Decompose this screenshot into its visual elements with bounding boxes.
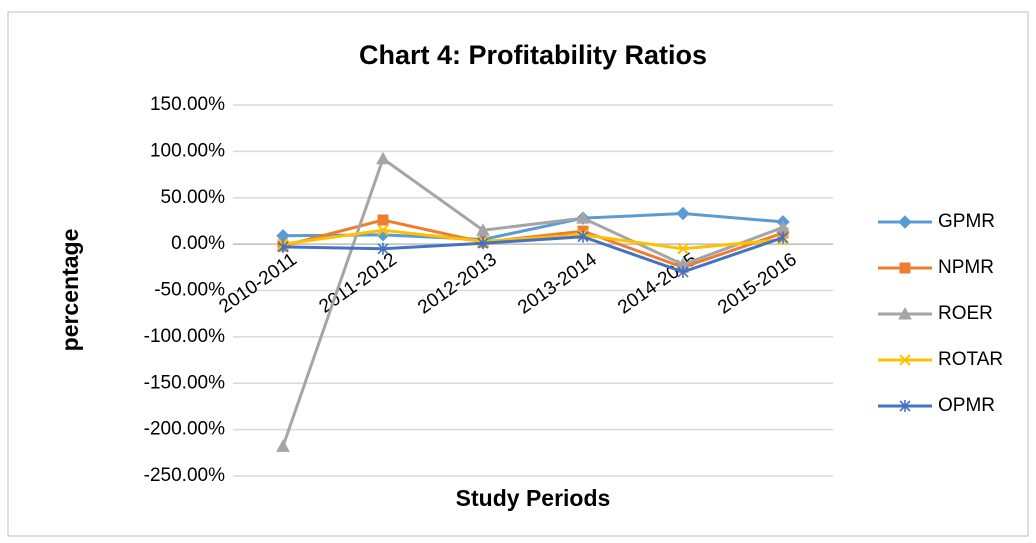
marker [376,151,390,165]
y-tick-label: -50.00% [154,280,225,301]
marker [677,243,689,255]
series-line [281,156,784,447]
marker [777,231,789,244]
series-line [282,212,784,241]
marker [899,262,911,274]
series-line [282,235,784,274]
marker [576,211,590,224]
y-tick-label: 150.00% [150,94,225,115]
y-tick-label: 50.00% [161,187,226,208]
x-axis-title: Study Periods [456,485,611,511]
y-tick-label: -150.00% [144,372,225,393]
y-tick-label: -250.00% [144,465,225,486]
chart-border [7,11,1029,537]
legend-label: ROER [938,303,993,324]
marker [899,354,911,366]
legend-label: GPMR [938,211,995,232]
chart-title: Chart 4: Profitability Ratios [359,40,707,70]
marker [577,230,589,243]
y-tick-label: 100.00% [150,140,225,161]
marker [898,306,912,320]
marker [377,224,389,236]
y-tick-label: -200.00% [144,419,225,440]
marker [677,265,689,278]
legend-label: NPMR [938,257,994,278]
marker [377,214,389,226]
marker [377,242,389,255]
series [277,230,789,278]
marker [477,237,489,250]
marker [476,223,490,236]
marker [676,206,690,221]
legend-label: OPMR [938,395,995,416]
marker [277,240,289,253]
marker [276,439,290,452]
legend-label: ROTAR [938,349,1003,370]
y-tick-label: -100.00% [144,326,225,347]
y-tick-label: 0.00% [171,233,225,254]
marker [898,215,912,229]
series [276,151,790,452]
marker [899,400,911,412]
series-line [282,228,784,251]
y-axis-title: percentage [57,229,83,352]
